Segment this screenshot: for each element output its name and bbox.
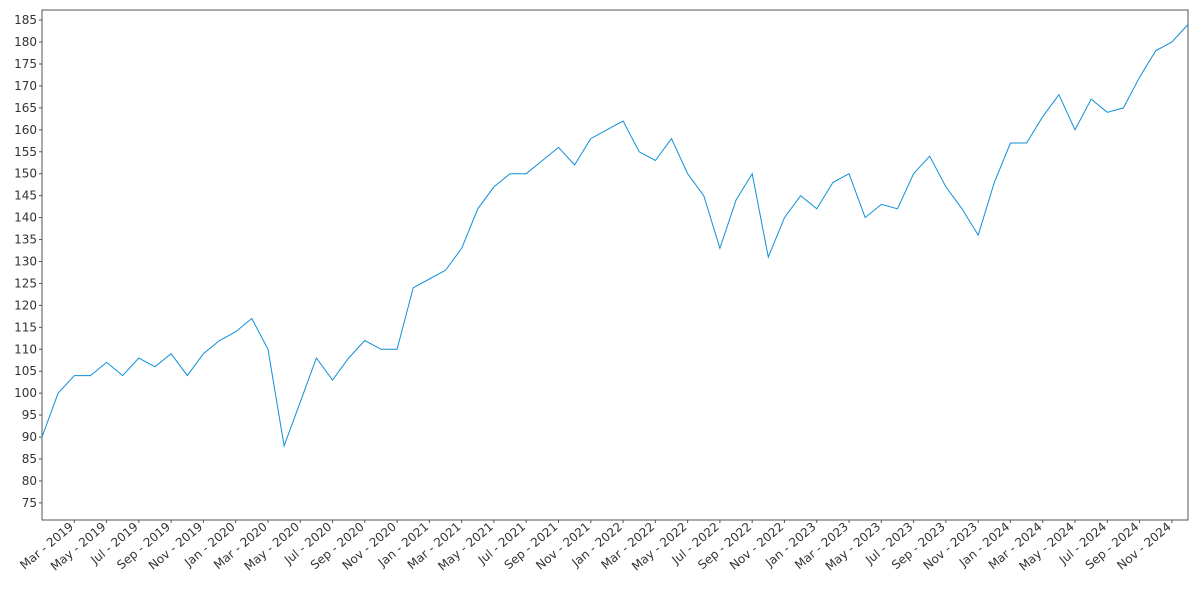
y-tick-label: 75 — [22, 496, 37, 510]
plot-frame — [41, 9, 1189, 521]
y-tick-label: 175 — [14, 57, 37, 71]
data-line — [41, 24, 1189, 448]
y-tick-label: 150 — [14, 167, 37, 181]
y-tick-label: 95 — [22, 408, 37, 422]
y-tick-label: 165 — [14, 101, 37, 115]
y-tick-label: 140 — [14, 211, 37, 225]
y-tick-label: 135 — [14, 233, 37, 247]
y-tick-label: 125 — [14, 276, 37, 290]
y-tick-label: 105 — [14, 364, 37, 378]
y-tick-label: 100 — [14, 386, 37, 400]
y-tick-label: 170 — [14, 79, 37, 93]
y-tick-label: 180 — [14, 35, 37, 49]
y-tick-label: 160 — [14, 123, 37, 137]
y-tick-label: 145 — [14, 189, 37, 203]
y-tick-label: 155 — [14, 145, 37, 159]
y-tick-label: 185 — [14, 13, 37, 27]
y-tick-label: 120 — [14, 298, 37, 312]
y-tick-label: 130 — [14, 254, 37, 268]
y-tick-label: 115 — [14, 320, 37, 334]
y-tick-label: 90 — [22, 430, 37, 444]
y-tick-label: 85 — [22, 452, 37, 466]
y-tick-label: 80 — [22, 474, 37, 488]
y-tick-label: 110 — [14, 342, 37, 356]
